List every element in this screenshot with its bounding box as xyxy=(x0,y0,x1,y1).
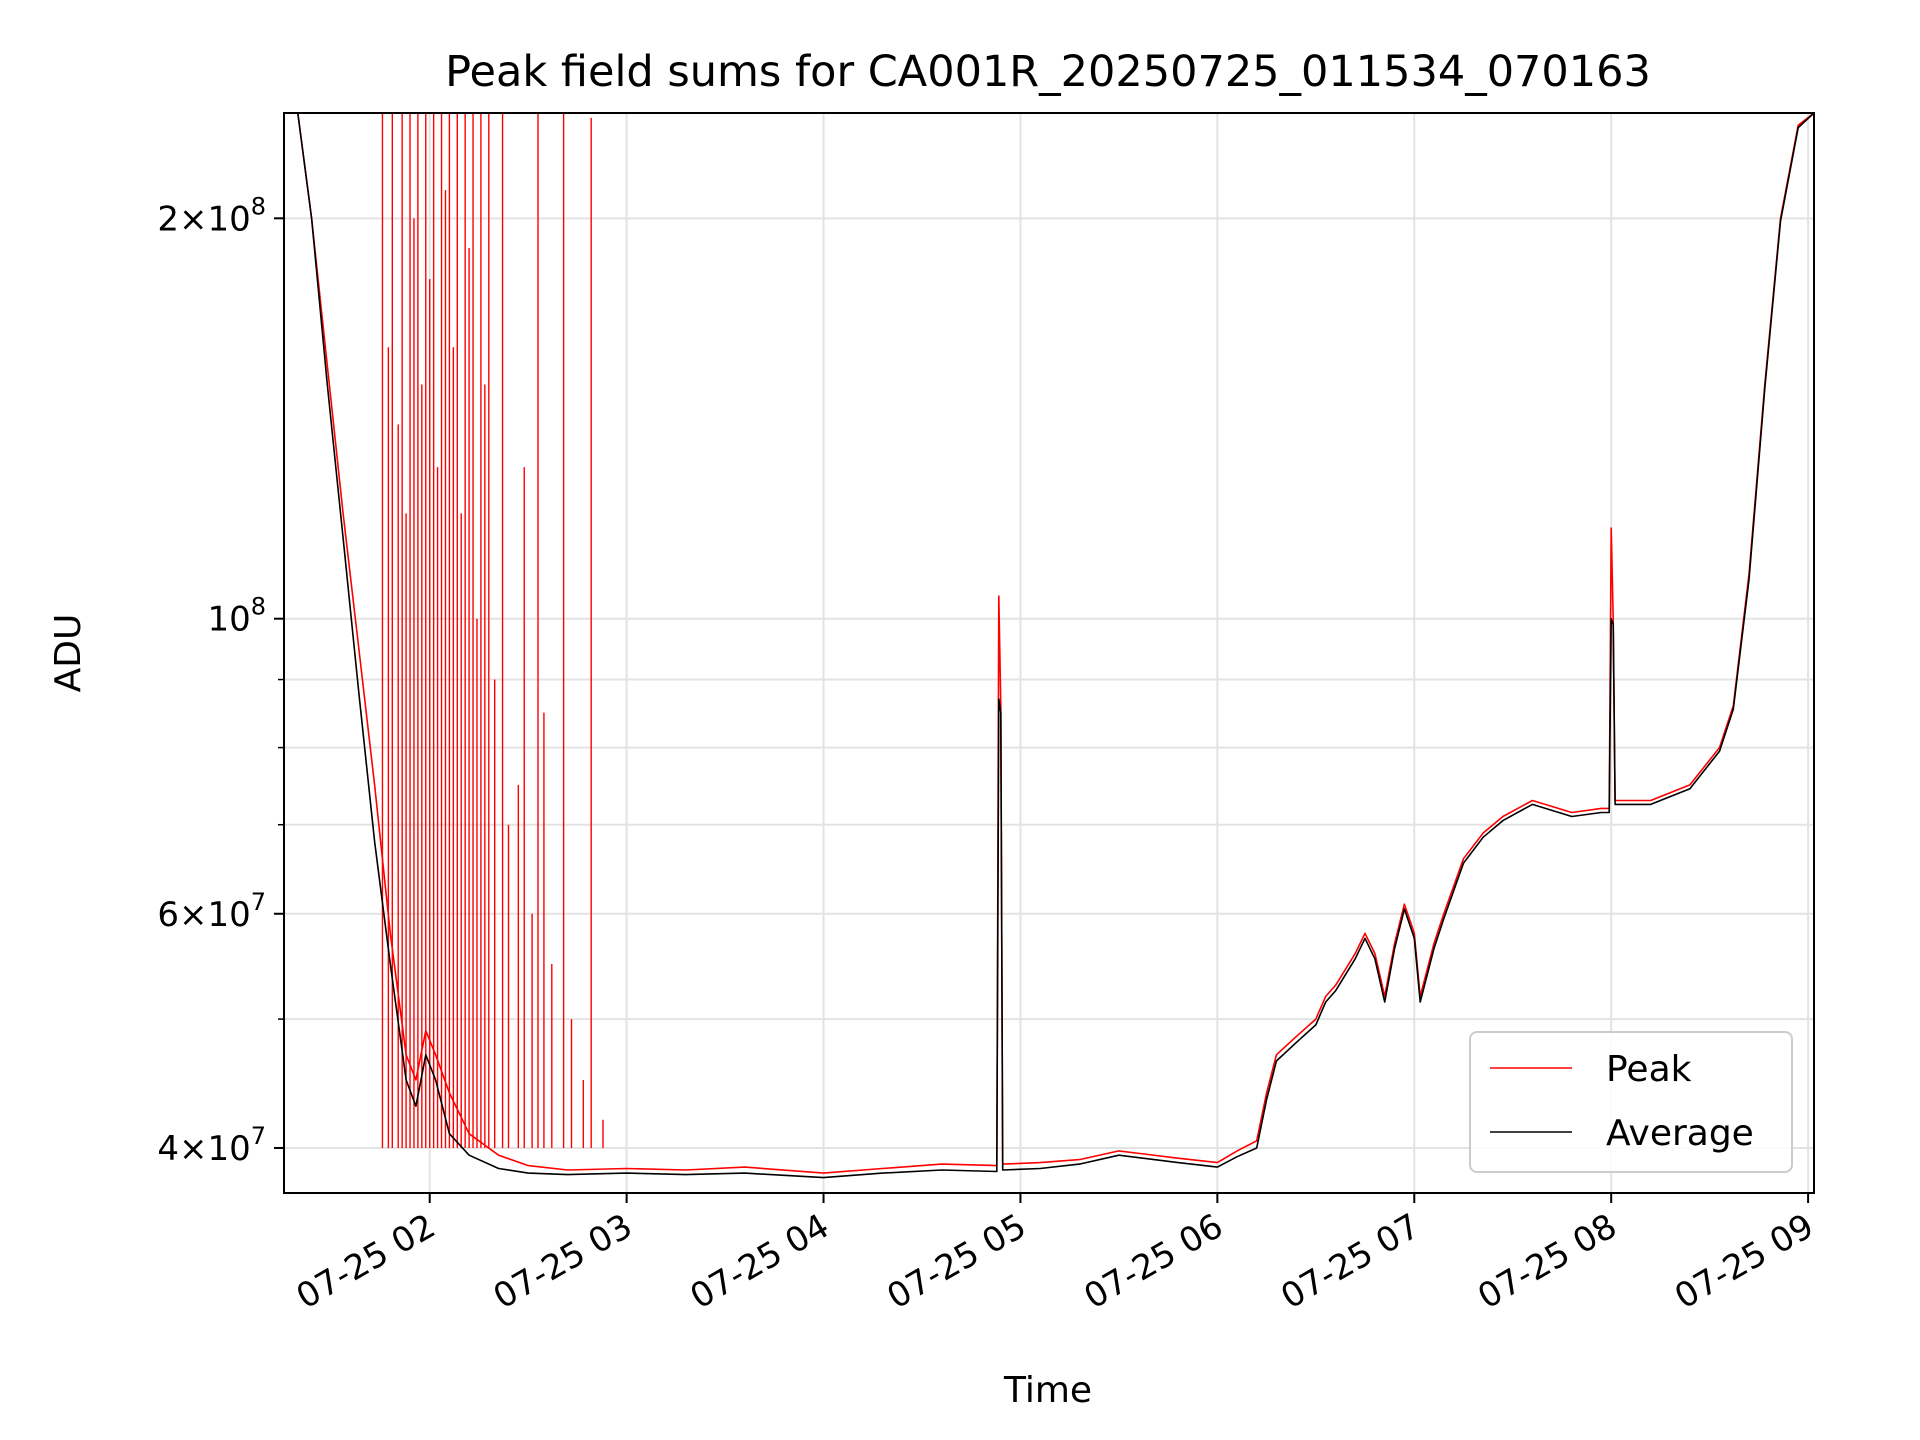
legend-box xyxy=(1469,1031,1793,1173)
plot-frame xyxy=(283,112,1815,1194)
y-axis-label: ADU xyxy=(48,614,89,693)
x-axis-label: Time xyxy=(1003,1370,1092,1411)
y-tick-label: 6×107 xyxy=(157,888,266,935)
legend: Peak Average xyxy=(1469,1031,1793,1173)
series-layer xyxy=(284,113,1814,1179)
legend-average-label: Average xyxy=(1606,1113,1754,1154)
y-axis-ticks: 4×107 6×107 108 2×108 xyxy=(157,192,284,1169)
series-line-average xyxy=(284,113,1814,1179)
y-tick-label: 108 xyxy=(207,593,266,640)
legend-peak-label: Peak xyxy=(1606,1049,1692,1090)
chart-title: Peak field sums for CA001R_20250725_0115… xyxy=(445,47,1651,97)
y-tick-label: 2×108 xyxy=(157,192,266,239)
y-tick-label: 4×107 xyxy=(157,1122,266,1169)
